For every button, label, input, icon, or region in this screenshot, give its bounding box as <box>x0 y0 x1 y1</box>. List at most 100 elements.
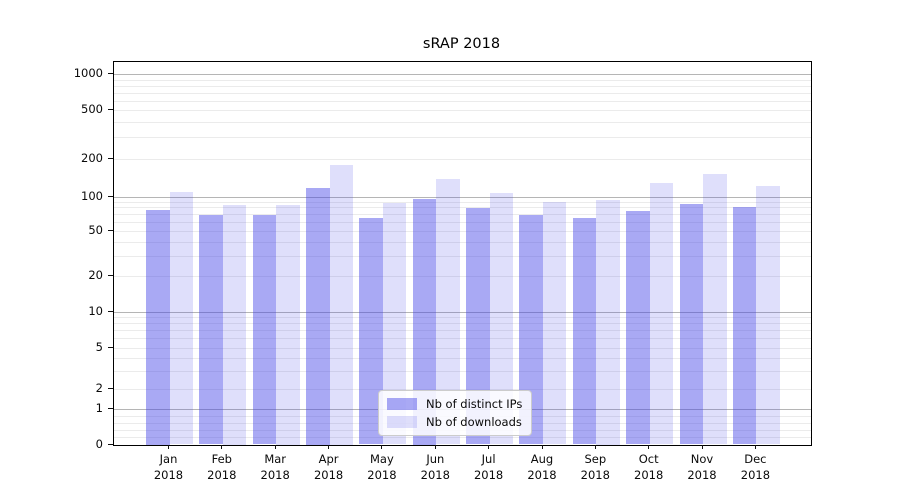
gridline-900 <box>114 79 811 81</box>
y-tick-mark-500 <box>108 109 113 110</box>
y-tick-label-10: 10 <box>88 304 103 318</box>
x-tick-month: Apr <box>318 452 339 466</box>
bar-downloads-feb <box>222 205 247 445</box>
x-tick-month: Oct <box>638 452 659 466</box>
bar-distinct-ips-dec <box>732 206 757 445</box>
x-tick-month: Feb <box>211 452 232 466</box>
bar-downloads-dec <box>756 186 780 445</box>
legend-item-distinct-ips: Nb of distinct IPs <box>387 397 522 411</box>
x-tick-month: Dec <box>744 452 767 466</box>
x-tick-mark-apr <box>328 445 330 449</box>
x-tick-month: Aug <box>530 452 554 466</box>
gridline-10 <box>114 312 811 313</box>
bar-downloads-apr <box>329 165 354 445</box>
y-tick-mark-50 <box>108 229 113 231</box>
legend-label-downloads: Nb of downloads <box>426 415 522 429</box>
y-tick-label-5: 5 <box>95 339 103 354</box>
bar-distinct-ips-feb <box>199 214 223 445</box>
gridline-70 <box>114 214 811 215</box>
legend-swatch-distinct-ips <box>387 398 417 410</box>
x-tick-label-may: May 2018 <box>350 451 414 483</box>
gridline-9 <box>114 317 811 319</box>
gridline-30 <box>114 255 811 257</box>
x-tick-year: 2018 <box>420 468 450 482</box>
gridline-7 <box>114 330 811 332</box>
legend-item-downloads: Nb of downloads <box>387 415 522 429</box>
legend-swatch-downloads <box>387 416 417 428</box>
gridline-40 <box>114 241 811 243</box>
x-tick-mark-may <box>381 445 383 449</box>
bar-downloads-jul <box>489 192 514 445</box>
bar-distinct-ips-jul <box>466 208 490 445</box>
y-tick-mark-5 <box>108 346 113 348</box>
bar-distinct-ips-nov <box>679 203 703 445</box>
bar-downloads-aug <box>542 201 567 445</box>
gridline-80 <box>114 207 811 209</box>
gridline-0.2 <box>114 437 811 439</box>
gridline-600 <box>114 100 811 102</box>
x-tick-label-jan: Jan 2018 <box>137 451 201 483</box>
bar-distinct-ips-jan <box>146 210 170 445</box>
bar-downloads-nov <box>703 173 727 445</box>
y-tick-label-20: 20 <box>88 268 103 282</box>
bar-downloads-jan <box>169 191 193 445</box>
x-tick-mark-jun <box>434 445 436 449</box>
bar-distinct-ips-mar <box>252 215 277 445</box>
bar-downloads-jun <box>436 178 460 445</box>
y-tick-mark-20 <box>108 275 113 276</box>
x-tick-label-sep: Sep 2018 <box>563 451 627 483</box>
gridline-4 <box>114 357 811 359</box>
y-tick-label-1000: 1000 <box>73 66 103 80</box>
x-tick-mark-jul <box>488 445 490 449</box>
bar-downloads-sep <box>596 200 620 445</box>
x-tick-mark-mar <box>274 445 276 449</box>
y-tick-label-0: 0 <box>95 436 103 451</box>
gridline-1000 <box>114 74 811 75</box>
gridline-5 <box>114 347 811 349</box>
x-tick-year: 2018 <box>207 468 237 482</box>
y-tick-mark-0 <box>108 443 113 445</box>
x-tick-year: 2018 <box>527 468 557 482</box>
x-tick-month: Jun <box>426 452 445 466</box>
x-tick-mark-jan <box>168 445 169 449</box>
x-tick-mark-feb <box>221 445 223 449</box>
x-tick-label-nov: Nov 2018 <box>670 451 734 483</box>
gridline-60 <box>114 221 811 223</box>
gridline-20 <box>114 276 811 277</box>
x-tick-label-oct: Oct 2018 <box>617 451 681 483</box>
gridline-90 <box>114 201 811 203</box>
x-tick-year: 2018 <box>313 468 344 482</box>
gridline-6 <box>114 338 811 340</box>
plot-area: Nb of distinct IPs Nb of downloads <box>113 61 812 446</box>
x-tick-label-dec: Dec 2018 <box>723 451 787 483</box>
bar-distinct-ips-aug <box>519 215 543 445</box>
x-tick-year: 2018 <box>153 468 184 482</box>
gridline-500 <box>114 110 811 111</box>
gridline-100 <box>114 196 811 198</box>
x-tick-year: 2018 <box>260 468 290 482</box>
x-tick-year: 2018 <box>687 468 717 482</box>
gridline-200 <box>114 159 811 160</box>
x-tick-mark-dec <box>754 445 756 449</box>
x-tick-mark-sep <box>594 445 596 449</box>
x-tick-year: 2018 <box>740 468 771 482</box>
bar-distinct-ips-jun <box>412 199 437 445</box>
y-tick-mark-200 <box>108 158 113 159</box>
x-tick-month: Nov <box>690 452 714 466</box>
legend-label-distinct-ips: Nb of distinct IPs <box>426 397 523 411</box>
y-tick-label-1: 1 <box>95 401 103 415</box>
gridline-300 <box>114 137 811 139</box>
bar-distinct-ips-oct <box>626 210 650 445</box>
x-tick-label-apr: Apr 2018 <box>297 451 361 483</box>
y-tick-mark-1 <box>108 408 113 409</box>
y-tick-mark-10 <box>108 311 113 312</box>
bar-distinct-ips-apr <box>306 187 330 445</box>
x-tick-mark-aug <box>541 445 543 449</box>
x-tick-label-aug: Aug 2018 <box>510 451 574 483</box>
bar-distinct-ips-sep <box>572 218 597 445</box>
y-tick-label-200: 200 <box>81 151 103 165</box>
y-tick-label-500: 500 <box>81 102 103 116</box>
x-tick-year: 2018 <box>634 468 664 482</box>
x-tick-mark-oct <box>648 445 650 449</box>
